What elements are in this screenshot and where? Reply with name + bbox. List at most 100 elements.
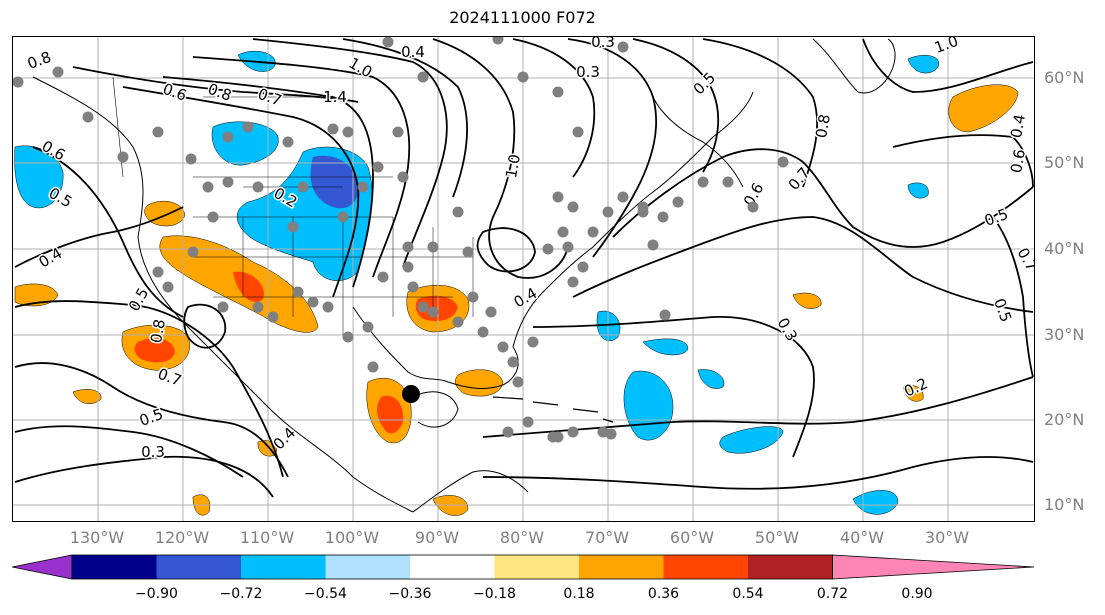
contour-layer [14,38,1034,498]
lat-label-60n: 60°N [1044,68,1085,87]
station-dot [397,171,409,183]
contour-label: 0.6 [160,80,189,105]
storm-center-marker [402,385,420,403]
station-dot [552,431,564,443]
contour-line [572,216,1034,313]
station-dot [527,336,539,348]
station-dot [367,361,379,373]
lon-label-120w: 120°W [154,528,210,547]
colorbar-tick-label: −0.54 [304,586,347,602]
station-dot [377,271,389,283]
contour-line [482,376,1034,438]
blue-anomaly-area [852,490,899,515]
station-dot [659,309,671,321]
station-dot [557,226,569,238]
contour-line [862,38,1034,93]
station-dot [747,201,759,213]
caribbean-islands [492,396,614,423]
contour-label: 0.3 [141,443,165,461]
colorbar-tick-label: 0.18 [563,586,595,602]
station-dot [152,126,164,138]
orange-anomaly-area [72,389,102,404]
station-dot [605,428,617,440]
colorbar-segment [156,555,242,579]
station-dot [392,126,404,138]
colorbar-segment [72,555,157,579]
orange-anomaly-area [144,200,186,227]
orange-anomaly-area [902,385,924,402]
contour-line [612,148,1034,248]
atlantic-coast [512,91,754,348]
lat-label-40n: 40°N [1044,239,1085,258]
lat-label-50n: 50°N [1044,153,1085,172]
station-dot [82,111,94,123]
contour-label: 0.4 [401,43,425,61]
station-dot [267,311,279,323]
station-dot [222,131,234,143]
contour-line [122,86,360,298]
station-dot [222,176,234,188]
orange-anomaly-area [792,292,822,309]
station-dot [602,206,614,218]
station-dot [407,281,419,293]
station-dot [252,181,264,193]
station-dot [485,306,497,318]
station-dot [542,243,554,255]
colorbar-segment [325,555,411,579]
station-dot [13,76,24,88]
blue-anomaly-area [907,182,929,199]
station-dot [492,37,504,45]
red-anomaly-area [377,395,404,434]
contour-line [252,38,448,268]
station-dot [572,126,584,138]
station-dot [617,41,629,53]
station-dot [217,301,229,313]
station-dot [567,201,579,213]
contour-label: 0.4 [1007,113,1029,140]
station-dot [337,211,349,223]
station-dot [417,301,429,313]
colorbar-tick-label: 0.72 [816,586,849,602]
lon-label-30w: 30°W [924,528,970,547]
contour-line [14,300,284,478]
colorbar-tick-label: 0.54 [732,586,764,602]
colorbar-tick-label: −0.72 [219,586,263,602]
contour-line [162,76,374,288]
station-dot [567,426,579,438]
greenland-coast [812,38,896,94]
map-canvas: 0.80.60.50.40.50.80.70.50.3 0.41.40.80.61… [13,37,1034,521]
colorbar-segment [241,555,326,579]
colorbar-tick-label: 0.36 [647,586,680,602]
lon-label-80w: 80°W [499,528,545,547]
contour-line [432,38,569,279]
map-panel: 0.8 0.6 0.5 0.4 0.5 0.8 0.7 0.5 0.3 0.4 1.4 0.8 0.6 1… [12,36,1035,522]
contour-line [72,66,359,103]
station-dot [567,276,579,288]
red-anomaly-area [134,338,175,363]
station-dot [417,71,429,83]
contour-label: 1.0 [502,153,524,180]
blue-anomaly-area [642,338,689,356]
yucatan-coast [412,391,459,428]
station-dot [512,376,524,388]
station-dot [427,241,439,253]
station-dot [452,316,464,328]
station-dot [452,206,464,218]
station-dot [657,211,669,223]
contour-line [702,38,819,188]
colorbar-tick-label: −0.18 [473,586,516,602]
contour-label: 1.0 [932,37,961,57]
station-dot [162,281,174,293]
lon-label-100w: 100°W [324,528,380,547]
station-dot [207,211,219,223]
station-dot [577,261,589,273]
colorbar-tick-label: −0.90 [135,586,178,602]
station-dot [502,426,514,438]
lon-label-60w: 60°W [669,528,715,547]
lon-label-130w: 130°W [69,528,125,547]
station-dot [117,151,129,163]
colorbar-segment [494,555,580,579]
station-dot [202,181,214,193]
contour-label: 0.5 [690,69,720,99]
station-dot [297,181,309,193]
